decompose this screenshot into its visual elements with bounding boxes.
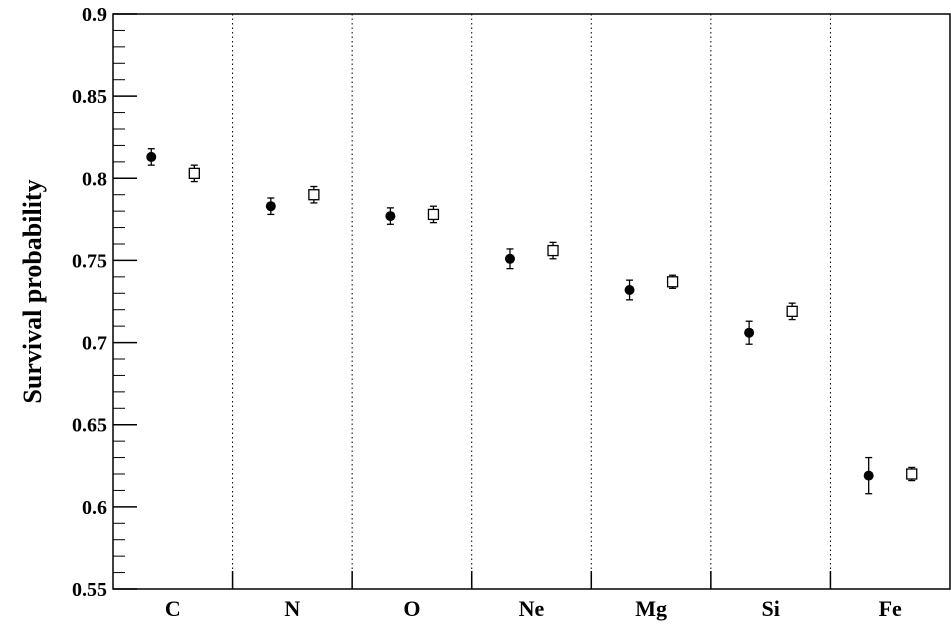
marker-square [906, 468, 918, 480]
marker-circle [863, 470, 874, 481]
data-point-filled [146, 148, 157, 166]
x-category-label: Ne [519, 596, 545, 621]
marker-square [547, 244, 559, 257]
data-points [146, 148, 918, 495]
data-point-filled [265, 197, 276, 216]
category-separators [232, 14, 831, 589]
plot-frame [112, 13, 951, 590]
data-point-open [786, 302, 798, 321]
axes: 0.55 0.6 0.65 0.7 0.75 0.8 0.85 0.9 C N O Ne Mg Si Fe [72, 4, 902, 621]
marker-square [308, 189, 320, 201]
data-point-open [188, 164, 200, 183]
data-point-filled [863, 456, 874, 495]
y-tick-label: 0.65 [72, 415, 107, 437]
data-point-open [666, 274, 679, 290]
y-tick-label: 0.7 [82, 333, 107, 355]
data-point-open [906, 466, 918, 482]
data-point-filled [744, 320, 755, 345]
marker-square [427, 208, 440, 221]
marker-square [786, 305, 798, 318]
y-tick-label: 0.55 [72, 579, 107, 601]
y-tick-label: 0.75 [72, 250, 107, 272]
y-tick-label: 0.6 [82, 497, 107, 519]
data-point-open [308, 185, 320, 204]
data-point-filled [385, 207, 396, 225]
x-category-label: O [403, 596, 420, 621]
y-tick-label: 0.85 [72, 86, 107, 108]
marker-square [188, 167, 200, 180]
marker-square [666, 276, 679, 288]
marker-circle [146, 151, 157, 162]
data-point-open [427, 205, 440, 224]
x-category-label: Fe [879, 596, 902, 621]
x-category-label: C [165, 596, 181, 621]
data-point-open [547, 241, 559, 260]
data-point-filled [504, 248, 515, 270]
x-category-label: N [284, 596, 300, 621]
marker-circle [744, 327, 755, 338]
x-category-label: Si [761, 596, 779, 621]
data-point-filled [624, 279, 635, 301]
x-category-label: Mg [635, 596, 667, 621]
marker-circle [504, 253, 515, 264]
y-tick-label: 0.9 [82, 4, 107, 26]
marker-circle [624, 285, 635, 295]
marker-circle [385, 211, 396, 222]
y-tick-label: 0.8 [82, 168, 107, 190]
y-axis-title: Survival probability [18, 179, 47, 403]
marker-circle [265, 201, 276, 212]
